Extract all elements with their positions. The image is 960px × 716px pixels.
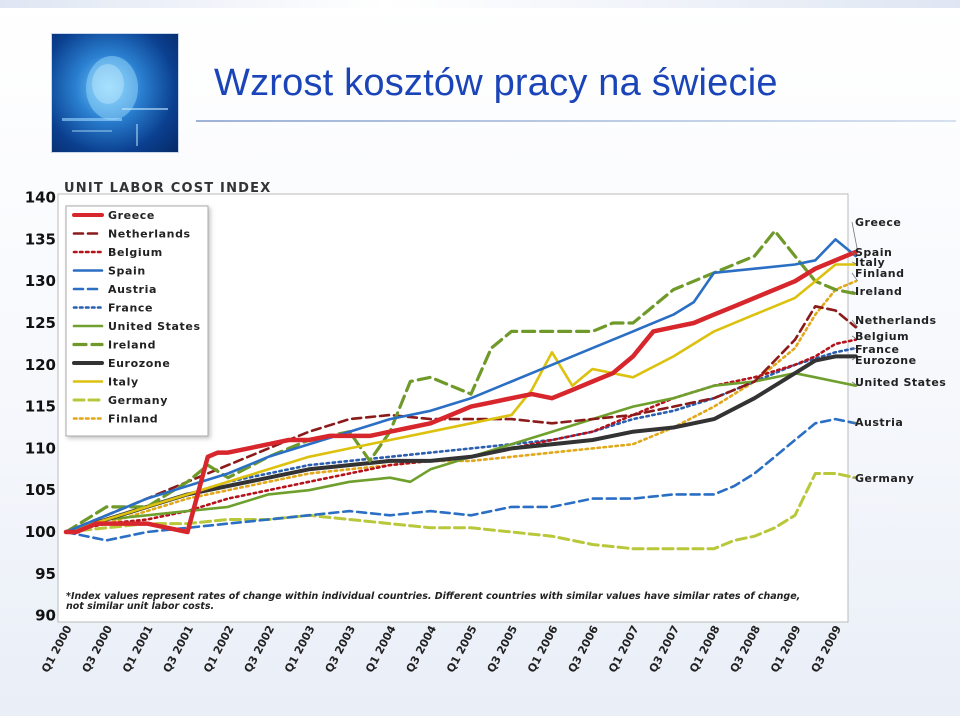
legend-label-spain: Spain <box>108 265 146 278</box>
leader-line-finland <box>851 272 859 282</box>
end-label-belgium: Belgium <box>855 330 909 343</box>
x-tick-label-q3-2009: Q3 2009 <box>809 623 845 675</box>
y-tick-label-120: 120 <box>25 356 56 374</box>
end-label-austria: Austria <box>855 416 903 429</box>
leader-line-greece <box>851 221 859 253</box>
x-tick-label-q1-2008: Q1 2008 <box>687 623 723 675</box>
y-tick-label-95: 95 <box>35 565 56 583</box>
legend-label-italy: Italy <box>108 376 139 389</box>
x-tick-label-q3-2007: Q3 2007 <box>647 623 683 675</box>
x-tick-label-q1-2009: Q1 2009 <box>768 623 804 675</box>
series-line-spain <box>64 238 858 534</box>
x-tick-label-q1-2000: Q1 2000 <box>39 623 75 675</box>
series-line-italy <box>64 263 858 534</box>
legend-label-ireland: Ireland <box>108 339 156 352</box>
y-tick-label-105: 105 <box>25 481 56 499</box>
y-tick-label-90: 90 <box>35 607 56 625</box>
leader-line-spain <box>851 251 858 257</box>
chart-title: UNIT LABOR COST INDEX <box>64 181 271 196</box>
x-tick-label-q3-2003: Q3 2003 <box>323 623 359 675</box>
unit-labor-cost-chart: UNIT LABOR COST INDEX 90 95 100 105 110 115 12… <box>25 181 946 675</box>
legend-label-finland: Finland <box>108 413 158 426</box>
end-label-italy: Italy <box>855 256 885 269</box>
series-lines <box>63 229 859 551</box>
series-line-greece <box>63 249 859 535</box>
y-tick-label-115: 115 <box>25 398 56 416</box>
x-tick-label-q1-2002: Q1 2002 <box>201 623 237 675</box>
y-axis: 90 95 100 105 110 115 120 125 130 135 140 <box>25 189 56 625</box>
end-label-ireland: Ireland <box>855 285 902 298</box>
x-tick-label-q3-2001: Q3 2001 <box>161 623 197 675</box>
series-line-austria <box>64 417 858 542</box>
series-line-germany <box>64 472 858 551</box>
x-tick-label-q3-2000: Q3 2000 <box>80 623 116 675</box>
legend: Greece Netherlands Belgium Spain Austria Fran… <box>65 205 209 437</box>
logo-face-icon <box>62 56 168 146</box>
x-tick-label-q1-2005: Q1 2005 <box>444 623 480 675</box>
leader-line-united-states <box>851 381 858 387</box>
leader-line-ireland <box>851 290 858 295</box>
x-tick-label-q3-2002: Q3 2002 <box>242 623 278 675</box>
legend-label-greece: Greece <box>108 209 155 222</box>
leader-line-italy <box>851 261 858 265</box>
top-gradient-bar <box>0 0 960 8</box>
legend-label-austria: Austria <box>108 283 157 296</box>
leader-line-belgium <box>851 335 858 341</box>
x-tick-label-q3-2006: Q3 2006 <box>566 623 602 675</box>
page-title: Wzrost kosztów pracy na świecie <box>214 62 778 104</box>
end-labels: Greece Netherlands Belgium Spain Austria Fran… <box>851 216 946 485</box>
chart-footnote-line1: *Index values represent rates of change … <box>66 591 800 602</box>
y-tick-label-130: 130 <box>25 272 56 290</box>
chart-footnote-line2: not similar unit labor costs. <box>66 601 214 612</box>
x-tick-label-q3-2005: Q3 2005 <box>485 623 521 675</box>
end-label-united-states: United States <box>855 376 946 389</box>
x-tick-label-q1-2003: Q1 2003 <box>282 623 318 675</box>
legend-box <box>65 205 209 437</box>
leader-line-netherlands <box>851 319 859 328</box>
y-tick-label-100: 100 <box>25 523 56 541</box>
series-line-finland <box>64 279 858 534</box>
end-label-eurozone: Eurozone <box>855 354 917 367</box>
legend-label-united-states: United States <box>108 320 201 333</box>
y-tick-label-135: 135 <box>25 230 56 248</box>
end-label-greece: Greece <box>855 216 901 229</box>
end-label-spain: Spain <box>855 246 892 259</box>
end-label-netherlands: Netherlands <box>855 314 937 327</box>
leader-line-austria <box>851 421 858 424</box>
end-label-france: France <box>855 343 899 356</box>
x-axis: Q1 2000 Q3 2000 Q1 2001 Q3 2001 Q1 2002 Q3 20… <box>39 623 844 675</box>
legend-label-belgium: Belgium <box>108 246 163 259</box>
y-tick-label-110: 110 <box>25 439 56 457</box>
legend-label-france: France <box>108 302 153 315</box>
end-label-germany: Germany <box>855 472 914 485</box>
leader-line-eurozone <box>851 356 858 361</box>
decorative-logo-image <box>52 34 178 152</box>
legend-label-netherlands: Netherlands <box>108 228 191 241</box>
y-tick-label-125: 125 <box>25 314 56 332</box>
x-tick-label-q1-2001: Q1 2001 <box>120 623 156 675</box>
title-underline <box>196 120 956 122</box>
end-label-finland: Finland <box>855 267 905 280</box>
series-line-eurozone <box>64 354 858 534</box>
y-tick-label-140: 140 <box>25 189 56 207</box>
legend-label-eurozone: Eurozone <box>108 357 170 370</box>
x-tick-label-q1-2007: Q1 2007 <box>606 623 642 675</box>
series-line-ireland <box>64 229 858 534</box>
x-tick-label-q1-2006: Q1 2006 <box>525 623 561 675</box>
legend-label-germany: Germany <box>108 394 168 407</box>
x-tick-label-q1-2004: Q1 2004 <box>363 623 399 675</box>
leader-line-france <box>851 347 858 350</box>
x-tick-label-q3-2008: Q3 2008 <box>728 623 764 675</box>
x-tick-label-q3-2004: Q3 2004 <box>404 623 440 675</box>
